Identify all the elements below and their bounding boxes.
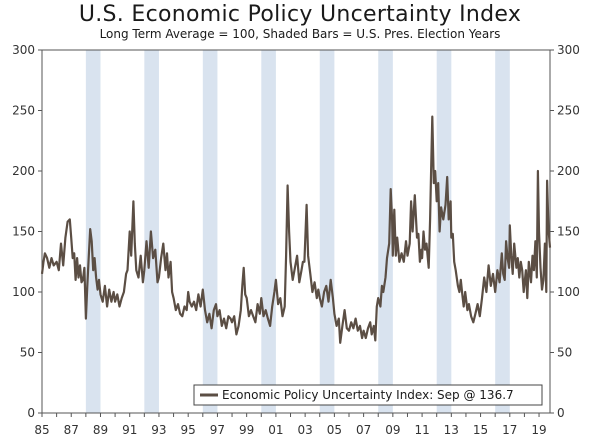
election-year-bar-2016	[495, 50, 510, 413]
x-tick-label-87: 87	[64, 423, 79, 437]
x-tick-label-93: 93	[151, 423, 166, 437]
x-tick-label-05: 05	[327, 423, 342, 437]
x-tick-label-17: 17	[502, 423, 517, 437]
y-tick-label-left-0: 0	[27, 406, 35, 420]
x-axis-ticks: 85 87 89 91 93 95 97 99 01 03 05 07 09 11 13 15 17 19	[34, 413, 547, 437]
chart-subtitle: Long Term Average = 100, Shaded Bars = U…	[99, 27, 501, 41]
x-tick-label-91: 91	[122, 423, 137, 437]
election-year-bar-2000	[261, 50, 276, 413]
y-tick-label-right-0: 0	[557, 406, 565, 420]
legend-box	[193, 384, 543, 406]
x-tick-label-03: 03	[297, 423, 312, 437]
election-year-bar-2004	[319, 50, 335, 413]
x-tick-label-15: 15	[473, 423, 488, 437]
chart-title: U.S. Economic Policy Uncertainty Index	[78, 2, 522, 27]
y-tick-label-right-250: 250	[557, 104, 580, 118]
y-tick-label-right-100: 100	[557, 285, 580, 299]
x-tick-label-85: 85	[34, 423, 49, 437]
x-tick-label-13: 13	[444, 423, 459, 437]
x-tick-label-99: 99	[239, 423, 254, 437]
y-tick-label-right-200: 200	[557, 164, 580, 178]
y-tick-label-left-50: 50	[20, 346, 35, 360]
y-tick-label-left-200: 200	[12, 164, 35, 178]
x-tick-label-19: 19	[531, 423, 546, 437]
y-axis-ticks: 0 0 50 50 100 100 150 150 200 200 250 250 300 300	[12, 43, 580, 420]
x-tick-label-95: 95	[181, 423, 196, 437]
x-tick-label-97: 97	[210, 423, 225, 437]
series-group	[40, 115, 552, 344]
x-tick-label-11: 11	[414, 423, 429, 437]
legend-label: Economic Policy Uncertainty Index: Sep @…	[222, 388, 514, 402]
y-tick-label-left-300: 300	[12, 43, 35, 57]
y-tick-label-left-100: 100	[12, 285, 35, 299]
plot-frame	[41, 49, 551, 414]
y-tick-label-left-250: 250	[12, 104, 35, 118]
y-tick-label-right-50: 50	[557, 346, 572, 360]
election-year-bar-1996	[202, 50, 218, 413]
election-year-bar-2008	[378, 50, 393, 413]
series-line-1	[40, 115, 552, 344]
election-year-bar-2012	[436, 50, 452, 413]
election-year-shading	[85, 50, 510, 413]
x-tick-label-09: 09	[385, 423, 400, 437]
y-tick-label-left-150: 150	[12, 225, 35, 239]
legend: Economic Policy Uncertainty Index: Sep @…	[193, 384, 543, 406]
x-tick-label-07: 07	[356, 423, 371, 437]
election-year-bar-1988	[85, 50, 101, 413]
y-tick-label-right-150: 150	[557, 225, 580, 239]
x-tick-label-01: 01	[268, 423, 283, 437]
x-tick-label-89: 89	[93, 423, 108, 437]
y-tick-label-right-300: 300	[557, 43, 580, 57]
